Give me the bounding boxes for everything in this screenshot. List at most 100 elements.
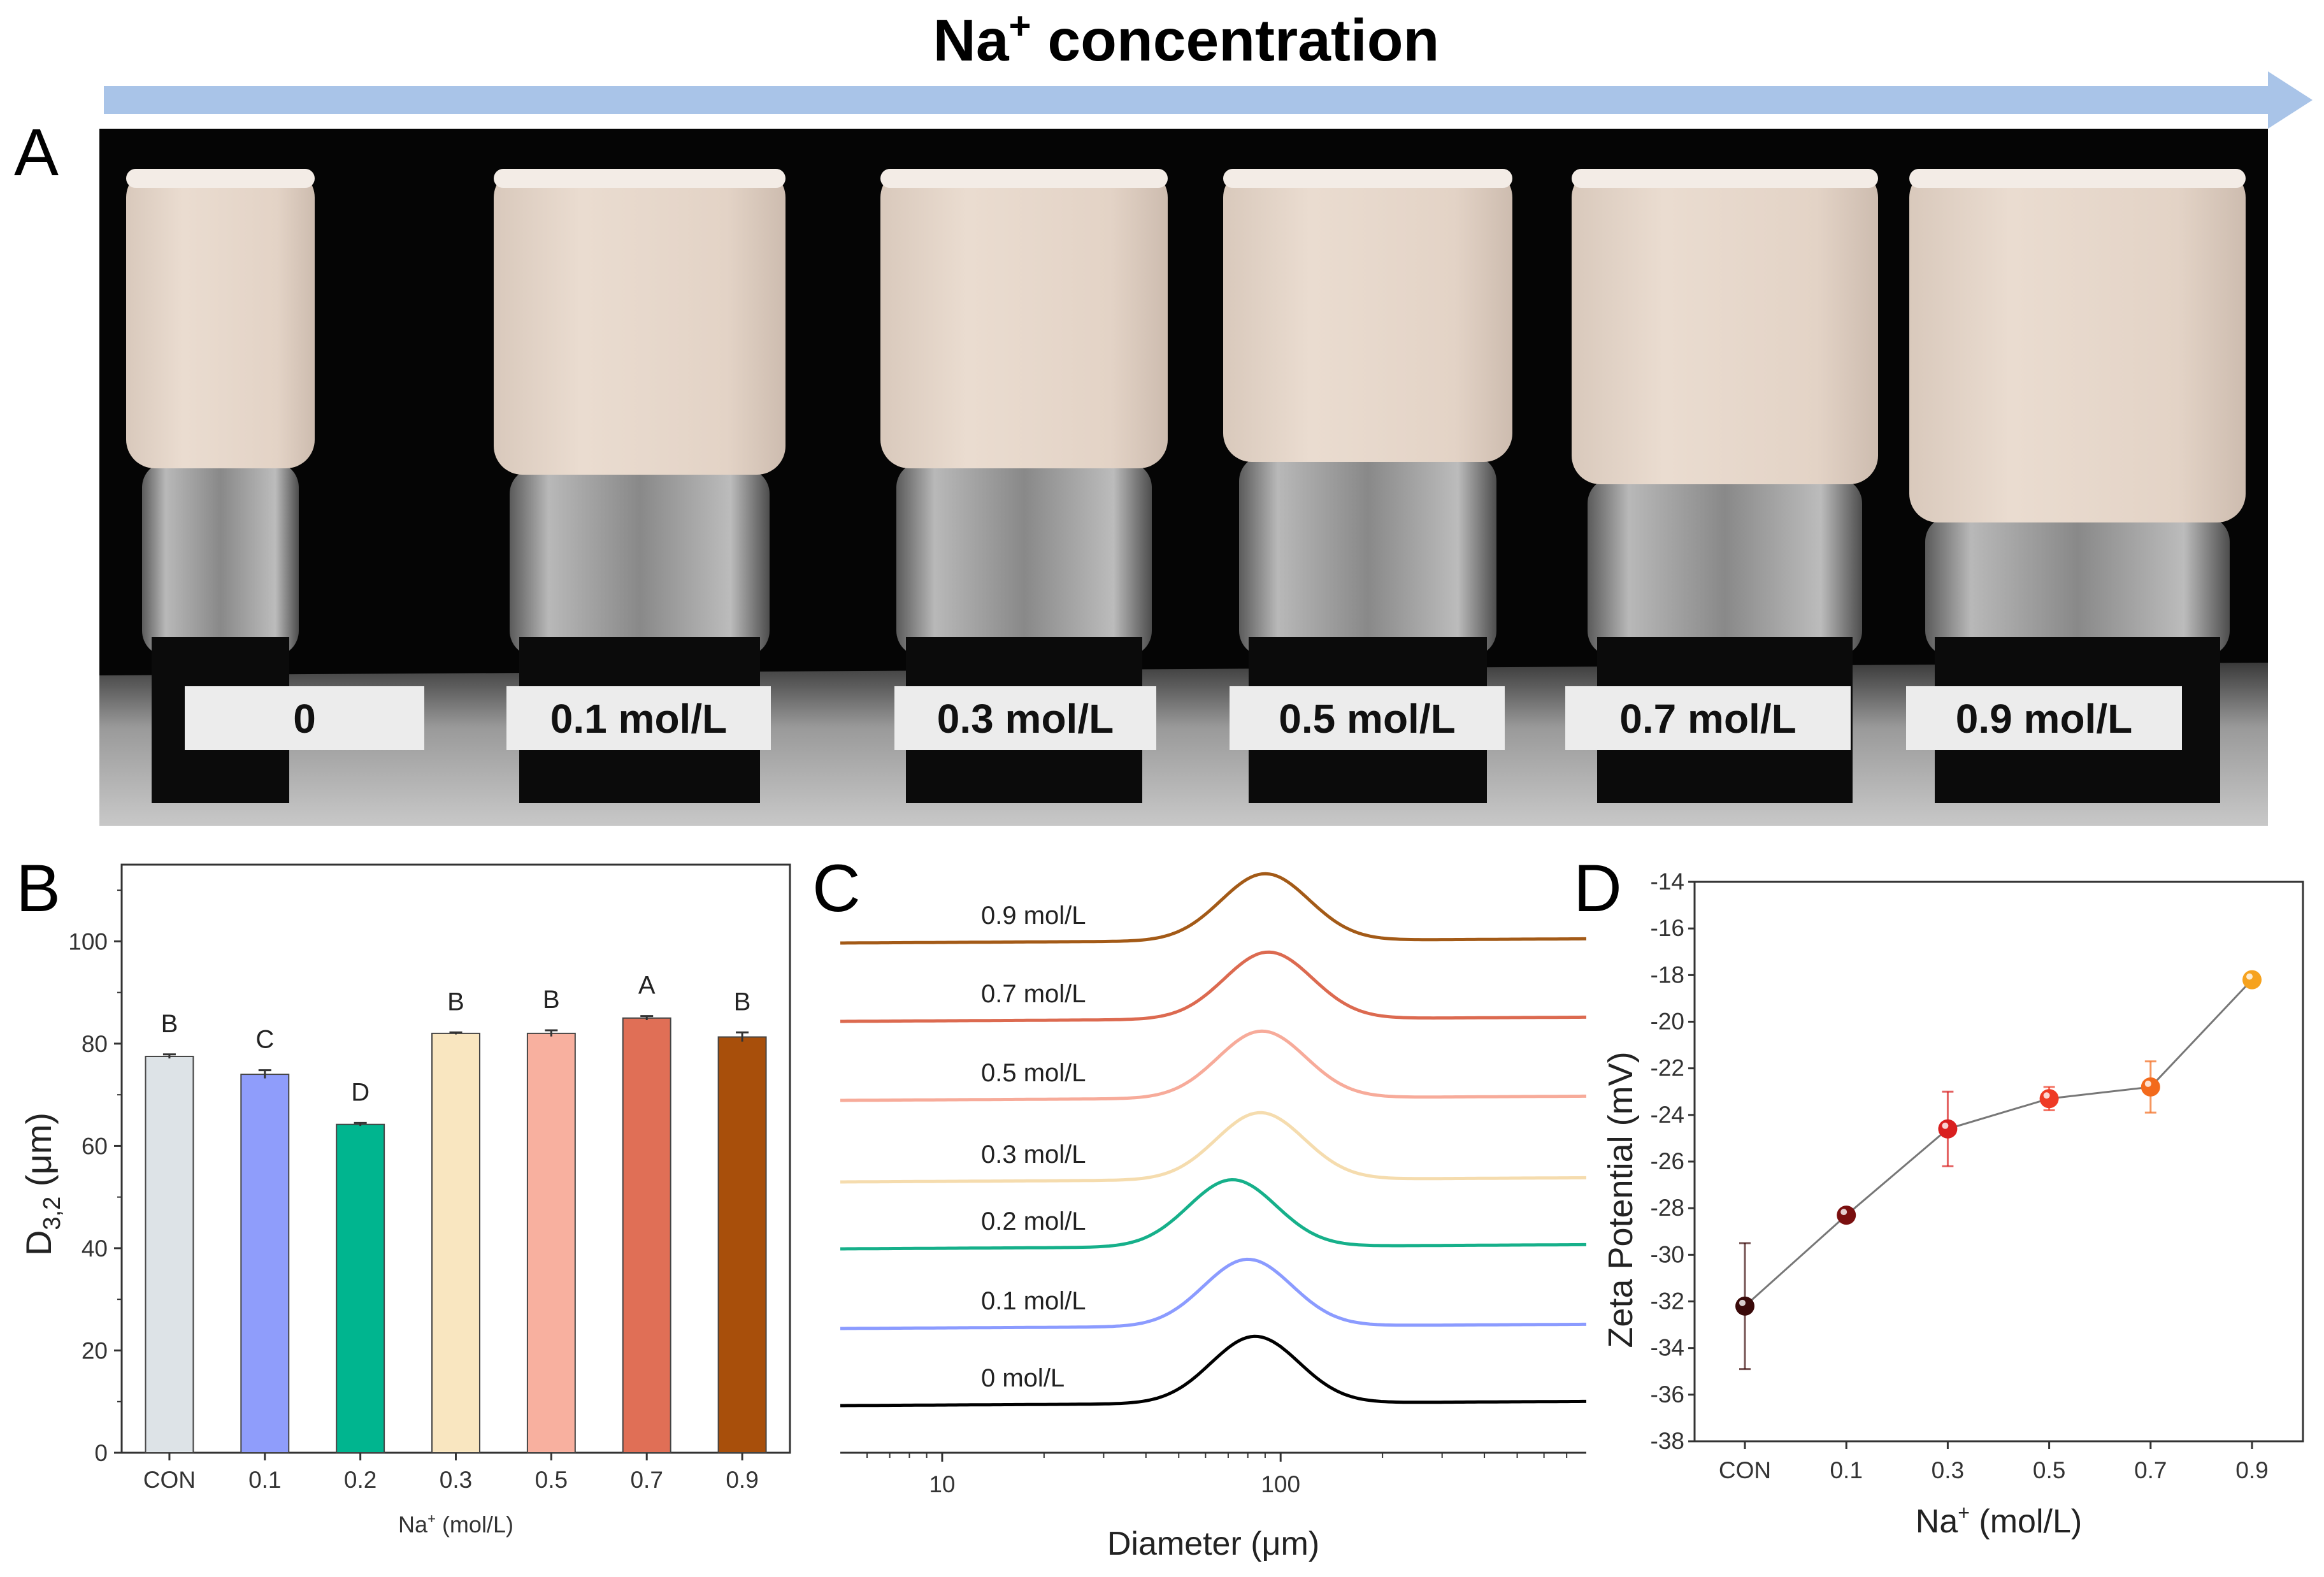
y-tick-label: -32 <box>1651 1288 1684 1314</box>
vial-rim <box>494 169 785 188</box>
concentration-arrow-shaft <box>104 86 2270 114</box>
y-tick-label: -22 <box>1651 1055 1684 1081</box>
data-point-highlight <box>2246 973 2253 980</box>
x-tick-label: 0.9 <box>2235 1457 2268 1483</box>
x-tick-label: 0.5 <box>535 1467 568 1493</box>
significance-letter: A <box>638 972 656 1000</box>
x-tick-label: 0.7 <box>630 1467 663 1493</box>
title-base: Na <box>933 7 1010 73</box>
data-point-0.5 <box>2039 1089 2059 1109</box>
zeta-potential-chart: -38 -36 -34 -32 -30 -28 -26 -24 -22 -20 -18 -16 -14 C… <box>1602 868 2304 1540</box>
figure-title: Na+ concentration <box>933 4 1440 73</box>
concentration-arrow-head <box>2268 71 2313 129</box>
title-rest: concentration <box>1031 7 1440 73</box>
x-tick-label: 100 <box>1261 1471 1300 1497</box>
y-tick-label: 20 <box>82 1337 108 1364</box>
vial-label: 0.5 mol/L <box>1279 696 1455 742</box>
x-axis-label: Na+ (mol/L) <box>1916 1501 2082 1540</box>
vial-rim <box>1572 169 1878 188</box>
header: Na+ concentration <box>104 4 2313 129</box>
series-label: 0.3 mol/L <box>981 1141 1086 1169</box>
vial-rim <box>126 169 315 188</box>
vial-rim <box>1909 169 2246 188</box>
vial-label: 0.3 mol/L <box>937 696 1114 742</box>
plot-frame <box>1693 881 2304 1443</box>
bar-CON <box>145 1055 194 1453</box>
x-tick-label: 0.1 <box>248 1467 281 1493</box>
bar-chart-d32: 0 20 40 60 80 100 B CON C 0.1 D 0.2 B 0.3 B 0.5 A 0.7 B 0.9… <box>18 863 791 1537</box>
distribution-curve <box>840 1029 1586 1102</box>
distribution-curve <box>840 1177 1586 1251</box>
bar-0.5 <box>526 1032 576 1453</box>
y-tick-label: -38 <box>1651 1428 1684 1454</box>
zeta-line <box>1744 979 2253 1307</box>
x-tick-label: 0.2 <box>344 1467 377 1493</box>
x-axis-label: Na+ (mol/L) <box>398 1511 513 1537</box>
y-axis-label-rest: (μm) <box>18 1113 59 1197</box>
vial-label: 0.7 mol/L <box>1619 696 1796 742</box>
vial: 0.5 mol/L <box>1223 169 1512 803</box>
vial-label-box <box>185 686 424 750</box>
y-axis-label: Zeta Potential (mV) <box>1602 1051 1640 1348</box>
data-point-0.1 <box>1837 1206 1856 1225</box>
vial: 0.3 mol/L <box>880 169 1168 803</box>
bar-0.3 <box>431 1032 480 1453</box>
series-label: 0 mol/L <box>981 1364 1065 1392</box>
x-axis-label-sup: + <box>1958 1501 1970 1524</box>
series-label: 0.9 mol/L <box>981 902 1086 930</box>
vial-photo: 0 0.1 mol/L 0.3 mol/L 0.5 mol/L 0.7 mol/L 0.9… <box>99 129 2268 826</box>
data-point-highlight <box>1942 1122 1949 1129</box>
vial-label: 0.9 mol/L <box>1956 696 2132 742</box>
data-point-0.9 <box>2242 970 2262 990</box>
significance-letter: B <box>447 988 464 1016</box>
bar-0.1 <box>240 1074 290 1453</box>
emulsion-layer <box>1909 169 2246 522</box>
data-point-CON <box>1735 1296 1754 1316</box>
distribution-curve <box>840 1257 1586 1330</box>
vial-rim <box>1223 169 1512 188</box>
data-point-0.7 <box>2141 1077 2160 1097</box>
bar-0.9 <box>717 1036 767 1453</box>
bar-0.7 <box>622 1017 671 1453</box>
significance-letter: B <box>734 988 751 1016</box>
panel-label-d: D <box>1574 851 1622 926</box>
significance-letter: C <box>255 1026 274 1054</box>
series-label: 0.2 mol/L <box>981 1207 1086 1235</box>
x-axis-label-base: Na <box>398 1511 428 1537</box>
x-axis-label-rest: (mol/L) <box>436 1511 513 1537</box>
emulsion-layer <box>126 169 315 468</box>
significance-letter: B <box>161 1010 178 1038</box>
vial-label-box <box>1565 686 1851 750</box>
vial: 0.1 mol/L <box>494 169 785 803</box>
emulsion-layer <box>1223 169 1512 462</box>
distribution-curve <box>840 1111 1586 1184</box>
vial-glass <box>142 462 299 656</box>
vial: 0.7 mol/L <box>1565 169 1878 803</box>
vial-label: 0 <box>293 696 316 742</box>
y-tick-label: -26 <box>1651 1148 1684 1174</box>
data-point-highlight <box>1739 1299 1746 1306</box>
x-tick-label: 0.1 <box>1830 1457 1862 1483</box>
vial: 0.9 mol/L <box>1906 169 2246 803</box>
x-tick-label: 10 <box>929 1471 955 1497</box>
x-tick-label: 0.7 <box>2134 1457 2167 1483</box>
series-label: 0.5 mol/L <box>981 1059 1086 1087</box>
x-tick-label: 0.5 <box>2033 1457 2065 1483</box>
data-point-highlight <box>2043 1092 2050 1099</box>
y-tick-label: 60 <box>82 1133 108 1159</box>
x-tick-label: CON <box>1719 1457 1771 1483</box>
data-point-highlight <box>2144 1080 2151 1087</box>
y-axis-label: D3,2 (μm) <box>18 1113 66 1256</box>
series-label: 0.1 mol/L <box>981 1287 1086 1315</box>
vial-label: 0.1 mol/L <box>550 696 727 742</box>
vial-glass <box>1588 478 1862 656</box>
data-point-highlight <box>1840 1209 1847 1216</box>
y-tick-label: -28 <box>1651 1195 1684 1221</box>
emulsion-layer <box>494 169 785 475</box>
vial-glass <box>1239 456 1496 656</box>
x-axis-label-rest: (mol/L) <box>1970 1503 2082 1540</box>
distribution-curve <box>840 1334 1586 1408</box>
vial-label-box <box>1230 686 1505 750</box>
y-tick-label: -24 <box>1651 1102 1684 1128</box>
